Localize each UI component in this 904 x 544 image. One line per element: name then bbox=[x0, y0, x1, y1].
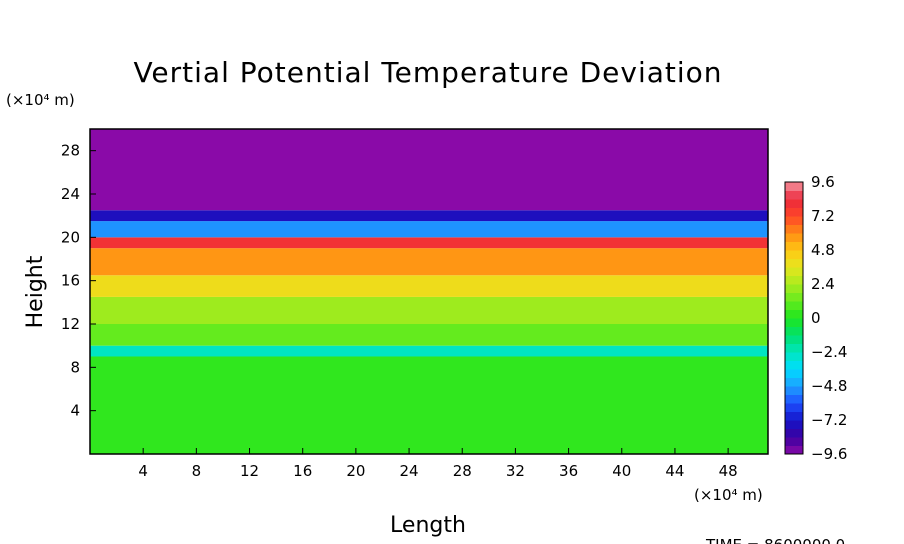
colorbar-label: −7.2 bbox=[811, 411, 847, 429]
x-tick-label: 36 bbox=[559, 462, 578, 480]
colorbar-segment bbox=[785, 250, 803, 259]
x-tick-label: 44 bbox=[665, 462, 684, 480]
field-band bbox=[90, 221, 768, 238]
colorbar-segment bbox=[785, 377, 803, 387]
colorbar-label: 9.6 bbox=[811, 173, 835, 191]
x-tick-label: 48 bbox=[719, 462, 738, 480]
colorbar-segment bbox=[785, 284, 803, 293]
colorbar-segment bbox=[785, 403, 803, 412]
field-band bbox=[90, 345, 768, 357]
colorbar-segment bbox=[785, 394, 803, 404]
x-tick-label: 40 bbox=[612, 462, 631, 480]
colorbar-segment bbox=[785, 199, 803, 208]
colorbar-segment bbox=[785, 326, 803, 336]
y-tick-label: 16 bbox=[61, 272, 80, 290]
x-tick-label: 28 bbox=[453, 462, 472, 480]
colorbar-label: 7.2 bbox=[811, 207, 835, 225]
colorbar-segment bbox=[785, 182, 803, 191]
x-tick-label: 16 bbox=[293, 462, 312, 480]
field-band bbox=[90, 356, 768, 454]
colorbar-segment bbox=[785, 301, 803, 310]
colorbar-label: −9.6 bbox=[811, 445, 847, 463]
y-axis: 4 8 12 16 20 24 28 bbox=[61, 142, 96, 420]
colorbar-segment bbox=[785, 420, 803, 429]
field-band bbox=[90, 129, 768, 211]
field-band bbox=[90, 324, 768, 346]
colorbar-segment bbox=[785, 190, 803, 200]
colorbar-frame bbox=[784, 181, 804, 455]
colorbar-label: −4.8 bbox=[811, 377, 847, 395]
colorbar-segment bbox=[785, 318, 803, 327]
chart-title: Vertial Potential Temperature Deviation bbox=[133, 56, 722, 89]
y-axis-unit: (×10⁴ m) bbox=[6, 91, 75, 109]
colorbar-segment bbox=[785, 369, 803, 378]
y-tick-label: 12 bbox=[61, 315, 80, 333]
colorbar-segment bbox=[785, 386, 803, 395]
x-axis-label: Length bbox=[390, 513, 466, 538]
colorbar-segment bbox=[785, 267, 803, 276]
y-axis-label: Height bbox=[23, 255, 48, 328]
colorbar-segment bbox=[785, 309, 803, 319]
colorbar-segment bbox=[785, 411, 803, 421]
colorbar-segment bbox=[785, 216, 803, 225]
plot-frame bbox=[89, 128, 769, 455]
x-tick-label: 12 bbox=[240, 462, 259, 480]
x-axis-unit: (×10⁴ m) bbox=[694, 486, 763, 504]
colorbar-label: 4.8 bbox=[811, 241, 835, 259]
colorbar-segment bbox=[785, 428, 803, 438]
field-band bbox=[90, 275, 768, 297]
colorbar-label: −2.4 bbox=[811, 343, 847, 361]
colorbar-segment bbox=[785, 292, 803, 302]
colorbar-segment bbox=[785, 437, 803, 446]
time-label: TIME = 8600000.0 bbox=[705, 536, 845, 544]
colorbar-segment bbox=[785, 360, 803, 370]
field-band bbox=[90, 210, 768, 222]
y-tick-label: 8 bbox=[70, 358, 80, 376]
colorbar-segment bbox=[785, 224, 803, 234]
colorbar-segment bbox=[785, 445, 803, 455]
field-band bbox=[90, 237, 768, 249]
x-tick-label: 24 bbox=[400, 462, 419, 480]
field-band bbox=[90, 296, 768, 324]
y-tick-label: 24 bbox=[61, 185, 80, 203]
colorbar-segment bbox=[785, 335, 803, 344]
x-tick-label: 8 bbox=[192, 462, 202, 480]
colorbar-segment bbox=[785, 241, 803, 251]
colorbar-segment bbox=[785, 352, 803, 361]
colorbar-label: 2.4 bbox=[811, 275, 835, 293]
y-tick-label: 28 bbox=[61, 142, 80, 160]
x-tick-label: 32 bbox=[506, 462, 525, 480]
colorbar: 9.6 7.2 4.8 2.4 0 −2.4 −4.8 −7.2 −9.6 bbox=[784, 173, 847, 463]
y-tick-label: 4 bbox=[70, 402, 80, 420]
x-tick-label: 4 bbox=[138, 462, 148, 480]
x-axis: 4 8 12 16 20 24 28 32 36 40 44 48 bbox=[138, 448, 738, 480]
y-tick-label: 20 bbox=[61, 228, 80, 246]
heatmap-field bbox=[90, 129, 768, 454]
colorbar-segment bbox=[785, 207, 803, 217]
colorbar-segment bbox=[785, 258, 803, 268]
colorbar-label: 0 bbox=[811, 309, 821, 327]
colorbar-segment bbox=[785, 233, 803, 242]
colorbar-segment bbox=[785, 343, 803, 353]
x-tick-label: 20 bbox=[346, 462, 365, 480]
field-band bbox=[90, 248, 768, 276]
colorbar-segment bbox=[785, 275, 803, 285]
